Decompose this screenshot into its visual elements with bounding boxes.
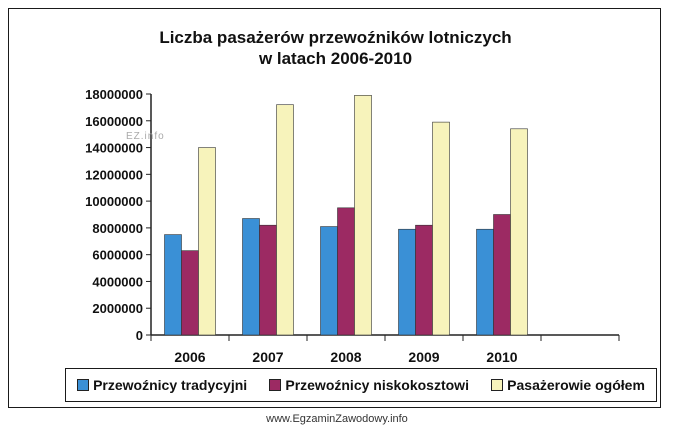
legend-swatch-lowcost xyxy=(269,379,282,391)
legend-item-traditional: Przewoźnicy tradycyjni xyxy=(77,377,247,393)
bar-lowcost xyxy=(259,224,277,336)
legend-item-lowcost: Przewoźnicy niskokosztowi xyxy=(269,377,469,393)
y-tick-label: 4000000 xyxy=(92,274,143,289)
x-tick-label: 2006 xyxy=(174,349,205,365)
bar-traditional xyxy=(398,228,416,336)
legend-label-total: Pasażerowie ogółem xyxy=(507,377,645,393)
legend-swatch-traditional xyxy=(77,379,90,391)
bar-total xyxy=(276,104,294,336)
chart-title: Liczba pasażerów przewoźników lotniczych… xyxy=(9,27,662,69)
legend-label-lowcost: Przewoźnicy niskokosztowi xyxy=(285,377,469,393)
y-tick-label: 6000000 xyxy=(92,248,143,263)
legend-label-traditional: Przewoźnicy tradycyjni xyxy=(93,377,248,393)
bar-traditional xyxy=(242,218,260,336)
bar-total xyxy=(510,128,528,336)
x-tick-label: 2010 xyxy=(486,349,517,365)
bar-traditional xyxy=(320,226,338,336)
side-watermark: EZ.info xyxy=(126,131,165,142)
chart-plot: 0 2000000 4000000 6000000 8000000 10000000 120… xyxy=(85,87,620,365)
y-tick-label: 8000000 xyxy=(92,221,143,236)
x-tick-label: 2007 xyxy=(252,349,283,365)
bar-lowcost xyxy=(493,214,511,336)
bar-lowcost xyxy=(181,250,199,336)
y-tick-label: 0 xyxy=(136,328,143,343)
bar-lowcost xyxy=(337,207,355,336)
bar-total xyxy=(354,95,372,336)
watermark-footer: www.EgzaminZawodowy.info xyxy=(266,413,408,425)
y-tick-label: 14000000 xyxy=(85,141,143,156)
y-tick-label: 18000000 xyxy=(85,87,143,102)
chart-title-line2: w latach 2006-2010 xyxy=(258,49,413,68)
y-tick-label: 10000000 xyxy=(85,194,143,209)
bar-total xyxy=(198,147,216,336)
x-tick-label: 2009 xyxy=(408,349,439,365)
bar-traditional xyxy=(164,234,182,336)
chart-frame: 0 2000000 4000000 6000000 8000000 10000000 120… xyxy=(8,8,661,408)
y-tick-label: 16000000 xyxy=(85,114,143,129)
legend-item-total: Pasażerowie ogółem xyxy=(491,377,645,393)
bar-lowcost xyxy=(415,224,433,336)
legend-swatch-total xyxy=(491,379,504,391)
bar-traditional xyxy=(476,228,494,336)
chart-legend: Przewoźnicy tradycyjni Przewoźnicy nisko… xyxy=(65,368,657,402)
chart-title-line1: Liczba pasażerów przewoźników lotniczych xyxy=(159,28,512,47)
y-tick-label: 2000000 xyxy=(92,301,143,316)
y-tick-label: 12000000 xyxy=(85,167,143,182)
bar-total xyxy=(432,121,450,336)
x-tick-label: 2008 xyxy=(330,349,361,365)
